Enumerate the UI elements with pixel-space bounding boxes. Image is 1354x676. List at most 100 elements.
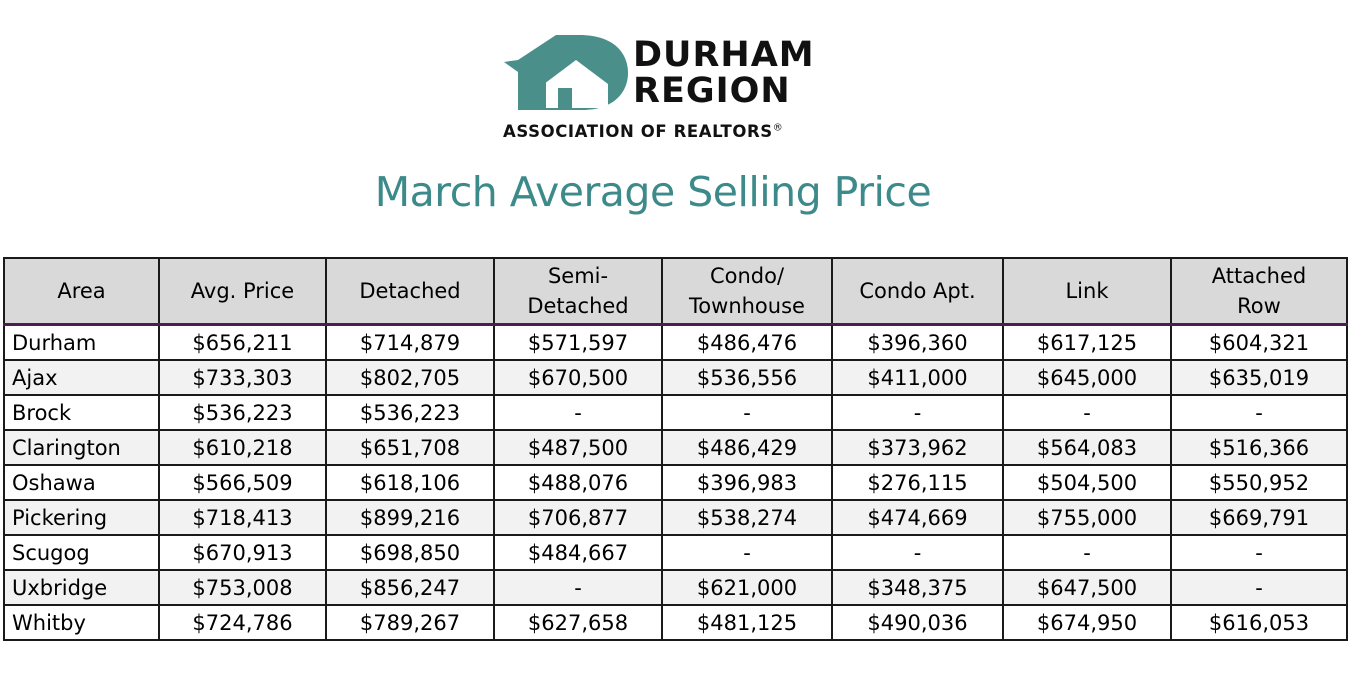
price-cell: $856,247 — [325, 569, 495, 606]
price-cell: $564,083 — [1002, 429, 1172, 466]
table-row: Ajax $733,303 $802,705 $670,500 $536,556 $411… — [3, 359, 1348, 396]
price-cell: $536,223 — [158, 394, 327, 431]
table-row: Clarington $610,218 $651,708 $487,500 $486,4… — [3, 429, 1348, 466]
price-cell: - — [1002, 394, 1172, 431]
logo-tagline-text: ASSOCIATION OF REALTORS — [503, 122, 773, 141]
price-cell: $536,556 — [661, 359, 833, 396]
price-cell: $538,274 — [661, 499, 833, 536]
price-cell: $616,053 — [1170, 604, 1348, 641]
area-cell: Scugog — [3, 534, 160, 571]
price-cell: $566,509 — [158, 464, 327, 501]
area-cell: Pickering — [3, 499, 160, 536]
page-title: March Average Selling Price — [374, 168, 932, 216]
table-row: Whitby $724,786 $789,267 $627,658 $481,125 $4… — [3, 604, 1348, 641]
area-cell: Brock — [3, 394, 160, 431]
price-cell: $621,000 — [661, 569, 833, 606]
price-cell: $571,597 — [493, 323, 663, 361]
price-cell: $755,000 — [1002, 499, 1172, 536]
price-cell: $486,476 — [661, 323, 833, 361]
logo-word-region: REGION — [633, 71, 791, 111]
price-cell: $645,000 — [1002, 359, 1172, 396]
price-cell: $647,500 — [1002, 569, 1172, 606]
price-cell: $733,303 — [158, 359, 327, 396]
logo-tagline: ASSOCIATION OF REALTORS® — [503, 122, 783, 141]
price-cell: $348,375 — [831, 569, 1004, 606]
price-cell: $536,223 — [325, 394, 495, 431]
price-cell: $635,019 — [1170, 359, 1348, 396]
price-cell: $411,000 — [831, 359, 1004, 396]
price-cell: $670,913 — [158, 534, 327, 571]
table-row: Uxbridge $753,008 $856,247- $621,000 $348,37… — [3, 569, 1348, 606]
price-cell: $674,950 — [1002, 604, 1172, 641]
registered-mark: ® — [772, 122, 784, 134]
area-cell: Durham — [3, 323, 160, 361]
price-cell: - — [661, 394, 833, 431]
price-cell: $484,667 — [493, 534, 663, 571]
price-cell: $481,125 — [661, 604, 833, 641]
price-cell: $618,106 — [325, 464, 495, 501]
column-header: Semi- Detached — [493, 257, 663, 326]
price-cell: $474,669 — [831, 499, 1004, 536]
table-row: Durham $656,211 $714,879 $571,597 $486,476 $3… — [3, 323, 1348, 361]
price-cell: $604,321 — [1170, 323, 1348, 361]
area-cell: Whitby — [3, 604, 160, 641]
area-cell: Uxbridge — [3, 569, 160, 606]
price-cell: $669,791 — [1170, 499, 1348, 536]
price-cell: - — [831, 534, 1004, 571]
column-header: Detached — [325, 257, 495, 326]
table-row: Pickering $718,413 $899,216 $706,877 $538,27… — [3, 499, 1348, 536]
price-cell: $396,360 — [831, 323, 1004, 361]
house-d-logo-icon — [504, 35, 628, 110]
price-cell: - — [661, 534, 833, 571]
price-cell: $670,500 — [493, 359, 663, 396]
durham-region-logo: DURHAM REGION ASSOCIATION OF REALTORS® — [500, 28, 860, 148]
column-header: Condo Apt. — [831, 257, 1004, 326]
price-cell: $627,658 — [493, 604, 663, 641]
price-cell: $714,879 — [325, 323, 495, 361]
price-cell: $488,076 — [493, 464, 663, 501]
price-cell: $706,877 — [493, 499, 663, 536]
price-cell: $698,850 — [325, 534, 495, 571]
table-body: Durham $656,211 $714,879 $571,597 $486,476 $3… — [3, 323, 1348, 641]
price-cell: - — [1170, 394, 1348, 431]
header-row: Area Avg. Price Detached Semi- Detached Condo… — [3, 257, 1348, 326]
price-cell: - — [831, 394, 1004, 431]
column-header: Area — [3, 257, 160, 326]
price-cell: $550,952 — [1170, 464, 1348, 501]
logo-word-durham: DURHAM — [633, 35, 815, 75]
price-table: Area Avg. Price Detached Semi- Detached Condo… — [3, 257, 1348, 641]
price-cell: - — [1002, 534, 1172, 571]
area-cell: Ajax — [3, 359, 160, 396]
price-cell: $899,216 — [325, 499, 495, 536]
price-cell: $651,708 — [325, 429, 495, 466]
price-cell: - — [1170, 534, 1348, 571]
price-cell: $802,705 — [325, 359, 495, 396]
price-cell: $718,413 — [158, 499, 327, 536]
column-header: Avg. Price — [158, 257, 327, 326]
price-cell: $789,267 — [325, 604, 495, 641]
price-cell: $276,115 — [831, 464, 1004, 501]
price-cell: $504,500 — [1002, 464, 1172, 501]
price-cell: $487,500 — [493, 429, 663, 466]
price-cell: $753,008 — [158, 569, 327, 606]
price-cell: $396,983 — [661, 464, 833, 501]
price-cell: $490,036 — [831, 604, 1004, 641]
price-cell: $617,125 — [1002, 323, 1172, 361]
table-row: Scugog $670,913 $698,850 $484,667- - - - — [3, 534, 1348, 571]
table-row: Oshawa $566,509 $618,106 $488,076 $396,983 $2… — [3, 464, 1348, 501]
table-row: Brock $536,223 $536,223- - - - - — [3, 394, 1348, 431]
price-cell: $486,429 — [661, 429, 833, 466]
price-cell: - — [493, 569, 663, 606]
column-header: Condo/Townhouse — [661, 257, 833, 326]
area-cell: Clarington — [3, 429, 160, 466]
price-cell: - — [493, 394, 663, 431]
table-header: Area Avg. Price Detached Semi- Detached Condo… — [3, 257, 1348, 326]
price-cell: $724,786 — [158, 604, 327, 641]
price-cell: $656,211 — [158, 323, 327, 361]
price-cell: $610,218 — [158, 429, 327, 466]
price-cell: - — [1170, 569, 1348, 606]
price-cell: $516,366 — [1170, 429, 1348, 466]
area-cell: Oshawa — [3, 464, 160, 501]
column-header: Link — [1002, 257, 1172, 326]
price-cell: $373,962 — [831, 429, 1004, 466]
